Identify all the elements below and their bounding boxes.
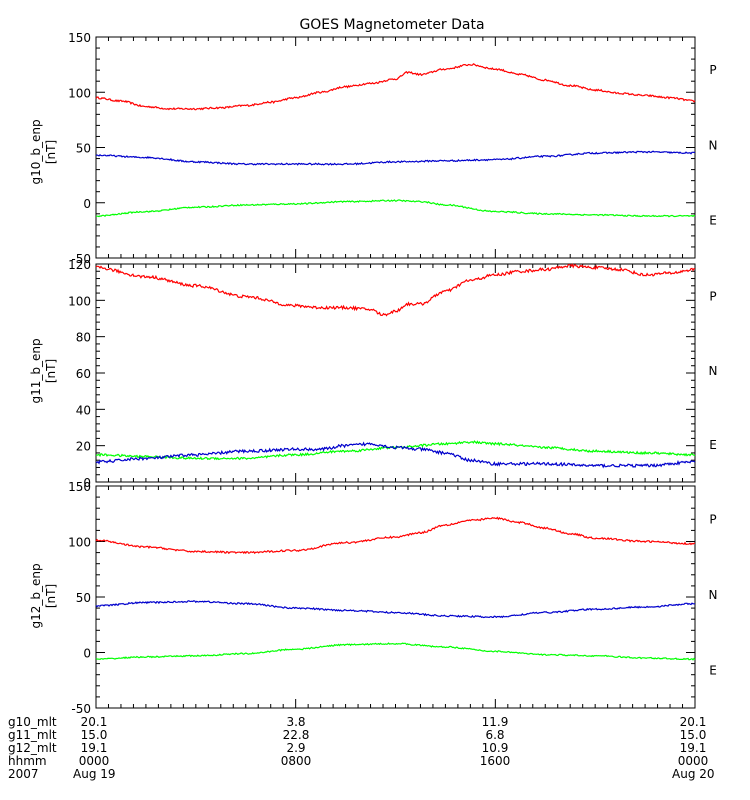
row-name: g12_mlt [8,741,57,755]
footer-row-hhmm: hhmm 0000 0800 1600 0000 [0,755,750,768]
legend-E: E [709,663,717,677]
row-name: hhmm [8,754,47,768]
panel-g12: g12_b_enp [nT] -50 0 50 100 150 P N E [29,480,717,716]
start-date: Aug 19 [73,767,116,781]
row-name: g10_mlt [8,715,57,729]
panel-g10: g10_b_enp [nT] -50 0 50 100 150 P N E [29,31,717,266]
series-line-E [95,441,696,469]
chart-title: GOES Magnetometer Data [299,17,484,33]
end-date: Aug 20 [672,767,715,781]
plot-frame [95,36,696,259]
time-value: 0800 [280,754,312,768]
mlt-value: 11.9 [481,715,509,729]
y-tick-label: 150 [68,31,91,45]
mlt-value: 15.0 [80,728,108,742]
legend-P: P [709,512,716,526]
legend-P: P [709,63,716,77]
mlt-value: 10.9 [481,741,509,755]
y-tick-label: 0 [83,476,91,490]
series-line-E [95,199,696,218]
row-name: g11_mlt [8,728,57,742]
footer-row-g10-mlt: g10_mlt 20.1 3.8 11.9 20.1 [0,716,750,729]
footer-row-g12-mlt: g12_mlt 19.1 2.9 10.9 19.1 [0,742,750,755]
mlt-value: 15.0 [679,728,707,742]
y-tick-label: 40 [76,403,91,417]
mlt-value: 2.9 [286,741,306,755]
series-line-N [95,600,696,619]
mlt-value: 20.1 [80,715,108,729]
series-line-E [95,642,696,661]
y-tick-label: 50 [76,142,91,156]
legend-P: P [709,290,716,304]
panel-ylabel: g11_b_enp [29,338,43,403]
y-tick-label: 0 [83,197,91,211]
y-tick-label: 50 [76,591,91,605]
series-line-N [95,440,696,461]
y-tick-label: 120 [68,258,91,272]
legend-E: E [709,438,717,452]
series-line-P [95,63,696,111]
series-line-P [95,516,696,555]
legend-N: N [709,588,718,602]
panel-ylabel: g10_b_enp [29,119,43,184]
y-tick-label: 100 [68,294,91,308]
plot-frame [95,485,696,709]
mlt-value: 3.8 [286,715,306,729]
mlt-value: 6.8 [485,728,505,742]
legend-E: E [709,213,717,227]
y-tick-label: 20 [76,440,91,454]
mlt-value: 22.8 [282,728,310,742]
panel-yunit: [nT] [44,140,58,164]
y-tick-label: 80 [76,331,91,345]
mlt-value: 20.1 [679,715,707,729]
footer-row-date: 2007 Aug 19 Aug 20 [0,768,750,781]
series-line-P [95,263,696,317]
y-tick-label: -50 [71,252,91,266]
y-tick-label: 0 [83,647,91,661]
y-tick-label: 150 [68,480,91,494]
panel-g11: g11_b_enp [nT] 0 20 40 60 80 100 120 P N E [29,258,717,490]
footer-row-g11-mlt: g11_mlt 15.0 22.8 6.8 15.0 [0,729,750,742]
panel-ylabel: g12_b_enp [29,563,43,628]
series-line-N [95,150,696,166]
time-value: 1600 [479,754,511,768]
panel-yunit: [nT] [44,584,58,608]
time-value: 0000 [78,754,110,768]
mlt-value: 19.1 [80,741,108,755]
legend-N: N [709,138,718,152]
panel-yunit: [nT] [44,359,58,383]
y-tick-label: 100 [68,86,91,100]
legend-N: N [709,364,718,378]
y-tick-label: 100 [68,536,91,550]
time-value: 0000 [677,754,709,768]
y-tick-label: 60 [76,367,91,381]
year-label: 2007 [8,767,39,781]
time-axis-footer: g10_mlt 20.1 3.8 11.9 20.1 g11_mlt 15.0 … [0,714,750,800]
y-tick-label: -50 [71,702,91,716]
mlt-value: 19.1 [679,741,707,755]
